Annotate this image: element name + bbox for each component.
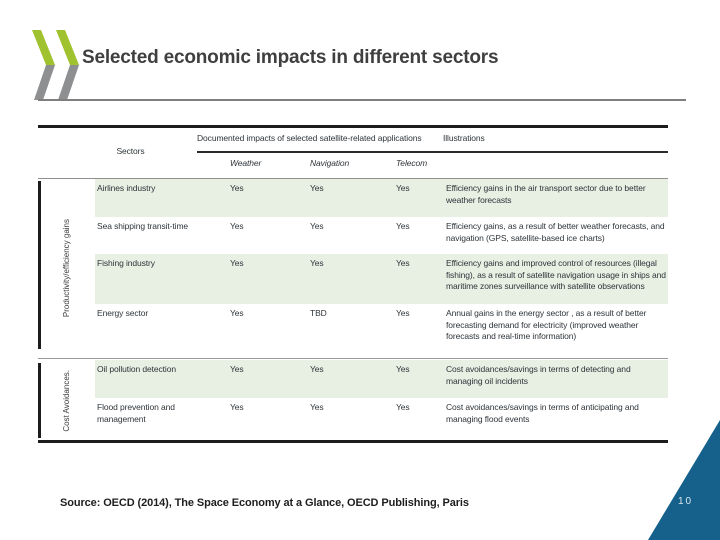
cell-telecom: Yes	[396, 221, 410, 231]
group-label-cost-avoidances: Cost Avoidances.	[38, 360, 95, 442]
span-header-underline	[197, 151, 668, 153]
cell-sector: Flood prevention and management	[97, 402, 175, 424]
cell-sector: Energy sector	[97, 308, 149, 318]
column-header-telecom: Telecom	[396, 158, 428, 168]
oecd-chevrons-logo-icon	[32, 30, 79, 100]
cell-navigation: Yes	[303, 179, 389, 217]
economic-impacts-table: Sectors Documented impacts of selected s…	[38, 125, 668, 443]
cell-weather: Yes	[223, 254, 303, 304]
cell-weather: Yes	[230, 221, 244, 231]
group-label-productivity-efficiency-gains: Productivity/efficiency gains	[38, 179, 95, 358]
cell-weather: Yes	[230, 402, 244, 412]
cell-sector: Airlines industry	[95, 179, 223, 217]
cell-navigation: Yes	[303, 360, 389, 398]
column-header-sectors: Sectors	[116, 146, 145, 157]
cell-illustration: Cost avoidances/savings in terms of anti…	[446, 402, 639, 424]
column-header-illustrations: Illustrations	[443, 133, 485, 143]
cell-telecom: Yes	[396, 402, 410, 412]
cell-sector: Oil pollution detection	[95, 360, 223, 398]
cell-telecom: Yes	[389, 360, 446, 398]
source-note: Source: OECD (2014), The Space Economy a…	[60, 497, 469, 509]
cell-navigation: Yes	[310, 402, 324, 412]
cell-illustration: Annual gains in the energy sector , as a…	[446, 308, 647, 342]
cell-telecom: Yes	[389, 254, 446, 304]
cell-weather: Yes	[223, 179, 303, 217]
table-top-border	[38, 125, 668, 128]
group-label-text: Productivity/efficiency gains	[62, 219, 71, 318]
cell-weather: Yes	[223, 360, 303, 398]
cell-telecom: Yes	[396, 308, 410, 318]
group-label-text: Cost Avoidances.	[62, 370, 71, 432]
column-header-weather: Weather	[230, 158, 262, 168]
group-separator-rule	[38, 358, 668, 359]
cell-illustration: Efficiency gains in the air transport se…	[446, 179, 668, 217]
cell-illustration: Efficiency gains, as a result of better …	[446, 221, 665, 243]
cell-weather: Yes	[230, 308, 244, 318]
header-bottom-rule	[38, 178, 668, 179]
column-header-documented-impacts: Documented impacts of selected satellite…	[197, 133, 422, 143]
cell-sector: Fishing industry	[95, 254, 223, 304]
cell-sector: Sea shipping transit-time	[97, 221, 189, 231]
cell-illustration: Cost avoidances/savings in terms of dete…	[446, 360, 668, 398]
cell-navigation: Yes	[303, 254, 389, 304]
cell-telecom: Yes	[389, 179, 446, 217]
page-title: Selected economic impacts in different s…	[82, 47, 499, 68]
table-bottom-border	[38, 440, 668, 443]
title-divider	[38, 99, 686, 101]
cell-illustration: Efficiency gains and improved control of…	[446, 254, 668, 304]
column-header-navigation: Navigation	[310, 158, 350, 168]
table-grid: Sectors Documented impacts of selected s…	[38, 125, 668, 442]
cell-navigation: TBD	[310, 308, 327, 318]
cell-navigation: Yes	[310, 221, 324, 231]
corner-triangle-decoration	[648, 420, 720, 540]
page-number: 10	[678, 496, 694, 507]
